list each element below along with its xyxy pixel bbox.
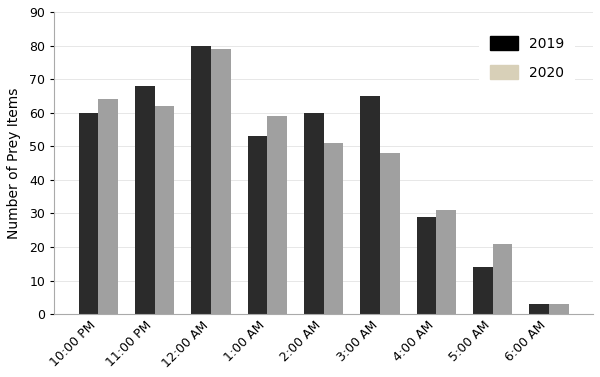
Bar xyxy=(248,136,268,314)
Bar xyxy=(323,143,343,314)
Bar xyxy=(135,86,155,314)
Y-axis label: Number of Prey Items: Number of Prey Items xyxy=(7,87,21,239)
Bar xyxy=(493,244,512,314)
Bar xyxy=(191,46,211,314)
Bar xyxy=(380,153,400,314)
Bar xyxy=(211,49,231,314)
Bar xyxy=(473,267,493,314)
Legend: 2019, 2020: 2019, 2020 xyxy=(479,25,575,90)
Bar xyxy=(304,113,323,314)
Bar xyxy=(268,116,287,314)
Bar xyxy=(155,106,175,314)
Bar xyxy=(436,210,456,314)
Bar xyxy=(416,217,436,314)
Bar xyxy=(549,304,569,314)
Bar xyxy=(98,99,118,314)
Bar xyxy=(529,304,549,314)
Bar xyxy=(360,96,380,314)
Bar xyxy=(79,113,98,314)
